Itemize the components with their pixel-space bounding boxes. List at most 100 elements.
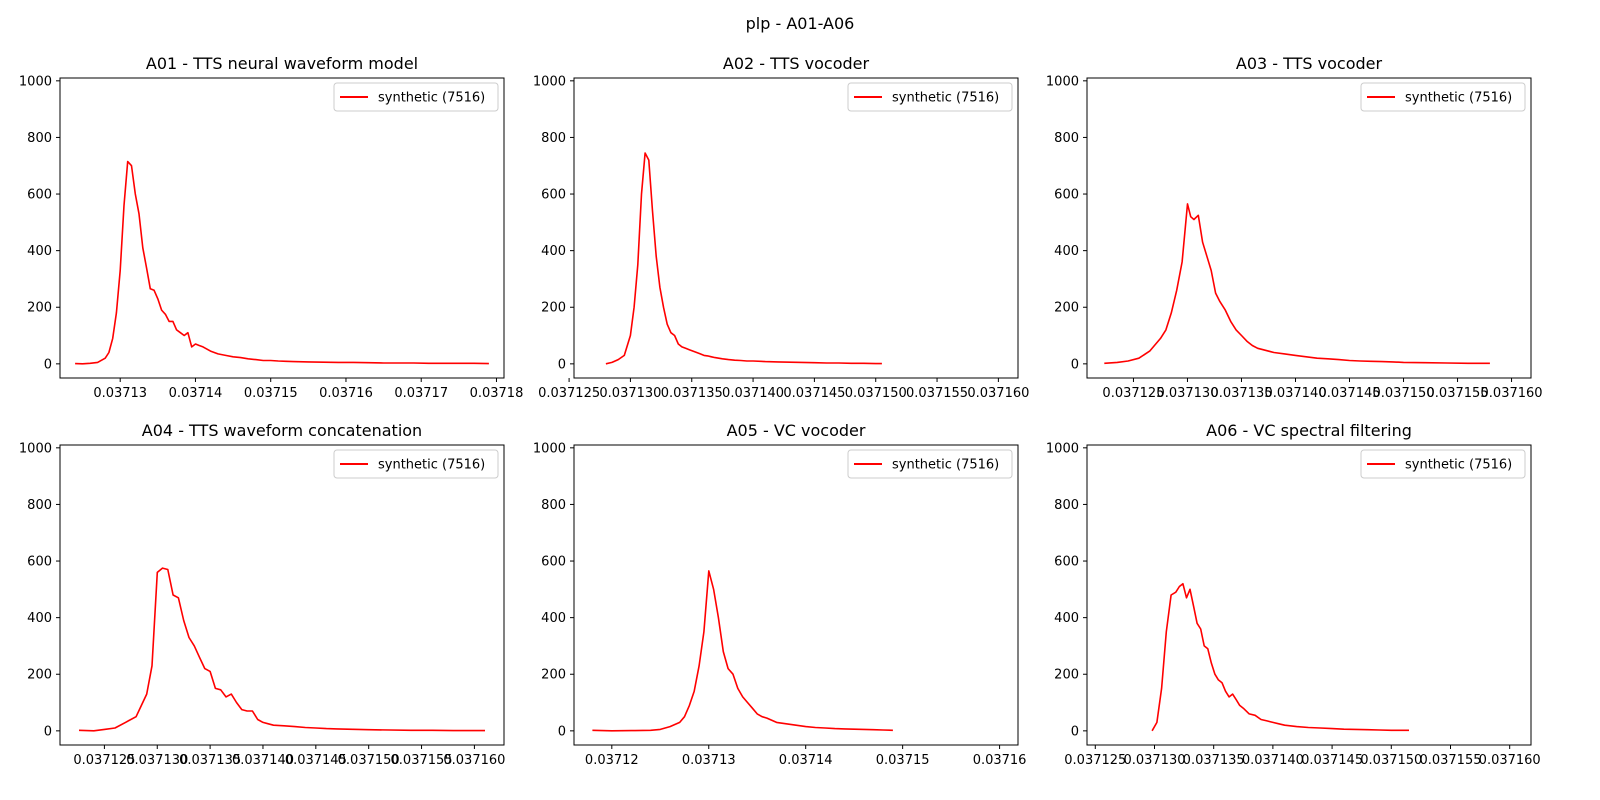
x-tick-label: 0.03712 (585, 753, 639, 768)
y-tick-label: 200 (541, 668, 566, 683)
x-tick-label: 0.037155 (391, 753, 453, 768)
series-line-1 (605, 152, 882, 365)
y-tick-label: 200 (27, 668, 52, 683)
y-tick-label: 0 (558, 357, 566, 372)
x-tick-label: 0.03714 (779, 753, 833, 768)
x-tick-label: 0.037135 (179, 753, 241, 768)
legend: synthetic (7516) (333, 449, 499, 479)
legend-label: synthetic (7516) (892, 458, 999, 473)
x-tick-label: 0.037160 (1479, 753, 1541, 768)
y-tick-label: 600 (1054, 555, 1079, 570)
legend-label: synthetic (7516) (1405, 91, 1512, 106)
x-tick-label: 0.037145 (1301, 753, 1363, 768)
x-tick-label: 0.037130 (126, 753, 188, 768)
x-tick-label: 0.037155 (1427, 386, 1489, 401)
series-line-1 (78, 567, 485, 732)
y-tick-label: 1000 (19, 74, 52, 89)
series-line-1 (1151, 582, 1409, 732)
legend-label: synthetic (7516) (892, 91, 999, 106)
y-tick-label: 600 (541, 188, 566, 203)
subplot-5: A05 - VC vocoder 0 200 400 600 800 1000 0.03712… (533, 421, 1027, 768)
y-tick-label: 200 (1054, 668, 1079, 683)
x-tick-label: 0.037150 (845, 386, 907, 401)
x-tick-label: 0.037125 (538, 386, 600, 401)
series-line-1 (75, 160, 489, 365)
legend: synthetic (7516) (1360, 449, 1526, 479)
y-tick-label: 400 (1054, 244, 1079, 259)
y-tick-label: 1000 (1046, 441, 1079, 456)
x-tick-label: 0.03713 (93, 386, 147, 401)
x-tick-label: 0.03717 (394, 386, 448, 401)
x-tick-label: 0.037145 (285, 753, 347, 768)
x-tick-label: 0.037125 (1064, 753, 1126, 768)
x-tick-label: 0.037130 (1123, 753, 1185, 768)
legend-label: synthetic (7516) (378, 91, 485, 106)
x-tick-label: 0.03715 (244, 386, 298, 401)
y-tick-label: 1000 (533, 441, 566, 456)
figure-suptitle: plp - A01-A06 (746, 14, 855, 33)
x-tick-label: 0.037130 (1156, 386, 1218, 401)
y-tick-label: 600 (27, 555, 52, 570)
legend: synthetic (7516) (1360, 82, 1526, 112)
y-tick-label: 200 (1054, 301, 1079, 316)
y-tick-label: 0 (1071, 357, 1079, 372)
y-tick-label: 0 (44, 724, 52, 739)
subplot-3: A03 - TTS vocoder 0 200 400 600 800 1000 0.0371… (1046, 54, 1543, 401)
y-tick-label: 400 (1054, 611, 1079, 626)
y-tick-label: 200 (27, 301, 52, 316)
x-tick-label: 0.037140 (722, 386, 784, 401)
x-tick-label: 0.037135 (661, 386, 723, 401)
y-tick-label: 600 (27, 188, 52, 203)
y-tick-label: 0 (44, 357, 52, 372)
subplot-title: A01 - TTS neural waveform model (146, 54, 418, 73)
x-tick-label: 0.03716 (973, 753, 1027, 768)
y-tick-label: 1000 (1046, 74, 1079, 89)
x-tick-label: 0.03713 (682, 753, 736, 768)
legend-box (1360, 82, 1526, 112)
subplot-title: A03 - TTS vocoder (1236, 54, 1383, 73)
x-tick-label: 0.037140 (232, 753, 294, 768)
axes-frame (573, 444, 1019, 746)
axes-frame (573, 77, 1019, 379)
x-tick-label: 0.037140 (1242, 753, 1304, 768)
legend-box (1360, 449, 1526, 479)
y-tick-label: 400 (541, 611, 566, 626)
y-tick-label: 1000 (19, 441, 52, 456)
x-tick-label: 0.037160 (443, 753, 505, 768)
x-tick-label: 0.03715 (876, 753, 930, 768)
legend-box (847, 449, 1013, 479)
x-tick-label: 0.037160 (1481, 386, 1543, 401)
subplot-grid: A01 - TTS neural waveform model 0 200 400 60… (19, 54, 1543, 768)
y-tick-label: 200 (541, 301, 566, 316)
y-tick-label: 0 (558, 724, 566, 739)
y-tick-label: 600 (541, 555, 566, 570)
x-tick-label: 0.037135 (1210, 386, 1272, 401)
x-tick-label: 0.037150 (338, 753, 400, 768)
axes-frame (59, 444, 505, 746)
legend-box (333, 82, 499, 112)
x-tick-label: 0.037125 (73, 753, 135, 768)
x-tick-label: 0.037130 (599, 386, 661, 401)
axes-frame (1086, 444, 1532, 746)
y-tick-label: 1000 (533, 74, 566, 89)
y-tick-label: 800 (27, 498, 52, 513)
x-tick-label: 0.037160 (967, 386, 1029, 401)
legend: synthetic (7516) (847, 449, 1013, 479)
y-tick-label: 600 (1054, 188, 1079, 203)
x-tick-label: 0.037150 (1373, 386, 1435, 401)
subplot-title: A04 - TTS waveform concatenation (142, 421, 422, 440)
x-tick-label: 0.037135 (1183, 753, 1245, 768)
subplot-title: A06 - VC spectral filtering (1206, 421, 1412, 440)
axes-frame (1086, 77, 1532, 379)
legend-box (333, 449, 499, 479)
axes-frame (59, 77, 505, 379)
legend-label: synthetic (7516) (378, 458, 485, 473)
subplot-title: A02 - TTS vocoder (723, 54, 870, 73)
subplot-title: A05 - VC vocoder (727, 421, 866, 440)
x-tick-label: 0.037145 (1318, 386, 1380, 401)
x-tick-label: 0.037140 (1264, 386, 1326, 401)
x-tick-label: 0.037155 (906, 386, 968, 401)
legend: synthetic (7516) (847, 82, 1013, 112)
